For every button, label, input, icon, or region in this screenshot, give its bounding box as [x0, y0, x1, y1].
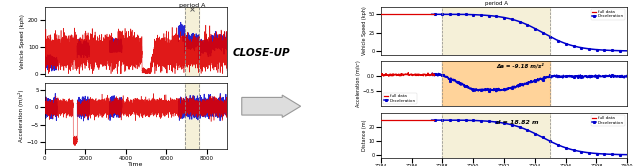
- Deceleration: [623, 75, 631, 77]
- Line: Deceleration: Deceleration: [431, 72, 628, 92]
- Y-axis label: Distance (m): Distance (m): [362, 120, 367, 151]
- FancyArrow shape: [242, 95, 301, 117]
- X-axis label: Time: Time: [128, 162, 144, 166]
- Y-axis label: Acceleration (m/s²): Acceleration (m/s²): [356, 60, 362, 107]
- Deceleration: [527, 25, 534, 27]
- full data: [392, 119, 400, 121]
- Line: Deceleration: Deceleration: [431, 13, 628, 52]
- Deceleration: [564, 147, 572, 149]
- Deceleration: [564, 75, 572, 77]
- Legend: full data, Deceleration: full data, Deceleration: [591, 9, 625, 20]
- Y-axis label: Vehicle Speed (kph): Vehicle Speed (kph): [20, 14, 25, 69]
- full data: [377, 119, 385, 121]
- Deceleration: [520, 83, 528, 85]
- Text: CLOSE-UP: CLOSE-UP: [232, 48, 290, 58]
- Deceleration: [520, 128, 528, 130]
- Line: full data: full data: [381, 73, 435, 76]
- Deceleration: [589, 76, 597, 78]
- Deceleration: [534, 78, 541, 80]
- Text: period A: period A: [179, 3, 205, 8]
- full data: [392, 74, 400, 76]
- Text: d = 18.82 m: d = 18.82 m: [496, 120, 539, 125]
- full data: [377, 13, 385, 15]
- Deceleration: [589, 152, 597, 154]
- Legend: full data, Deceleration: full data, Deceleration: [383, 93, 417, 104]
- Legend: full data, Deceleration: full data, Deceleration: [591, 115, 625, 126]
- full data: [392, 13, 400, 15]
- Bar: [442, 61, 550, 106]
- Deceleration: [564, 43, 572, 45]
- Bar: [185, 83, 199, 149]
- Bar: [442, 113, 550, 158]
- Text: Δa = -9.18 m/s²: Δa = -9.18 m/s²: [496, 63, 544, 68]
- Deceleration: [527, 130, 534, 132]
- Deceleration: [534, 29, 541, 31]
- Bar: [442, 7, 550, 55]
- Deceleration: [527, 82, 534, 83]
- Deceleration: [623, 154, 631, 156]
- Deceleration: [589, 48, 597, 50]
- Text: period A: period A: [485, 1, 508, 6]
- Y-axis label: Acceleration (m/s²): Acceleration (m/s²): [18, 90, 24, 142]
- Deceleration: [520, 22, 528, 24]
- Deceleration: [623, 50, 631, 52]
- Line: Deceleration: Deceleration: [431, 119, 628, 156]
- Deceleration: [534, 134, 541, 136]
- full data: [377, 73, 385, 75]
- Bar: [185, 7, 199, 76]
- Y-axis label: Vehicle Speed (kph): Vehicle Speed (kph): [362, 6, 367, 55]
